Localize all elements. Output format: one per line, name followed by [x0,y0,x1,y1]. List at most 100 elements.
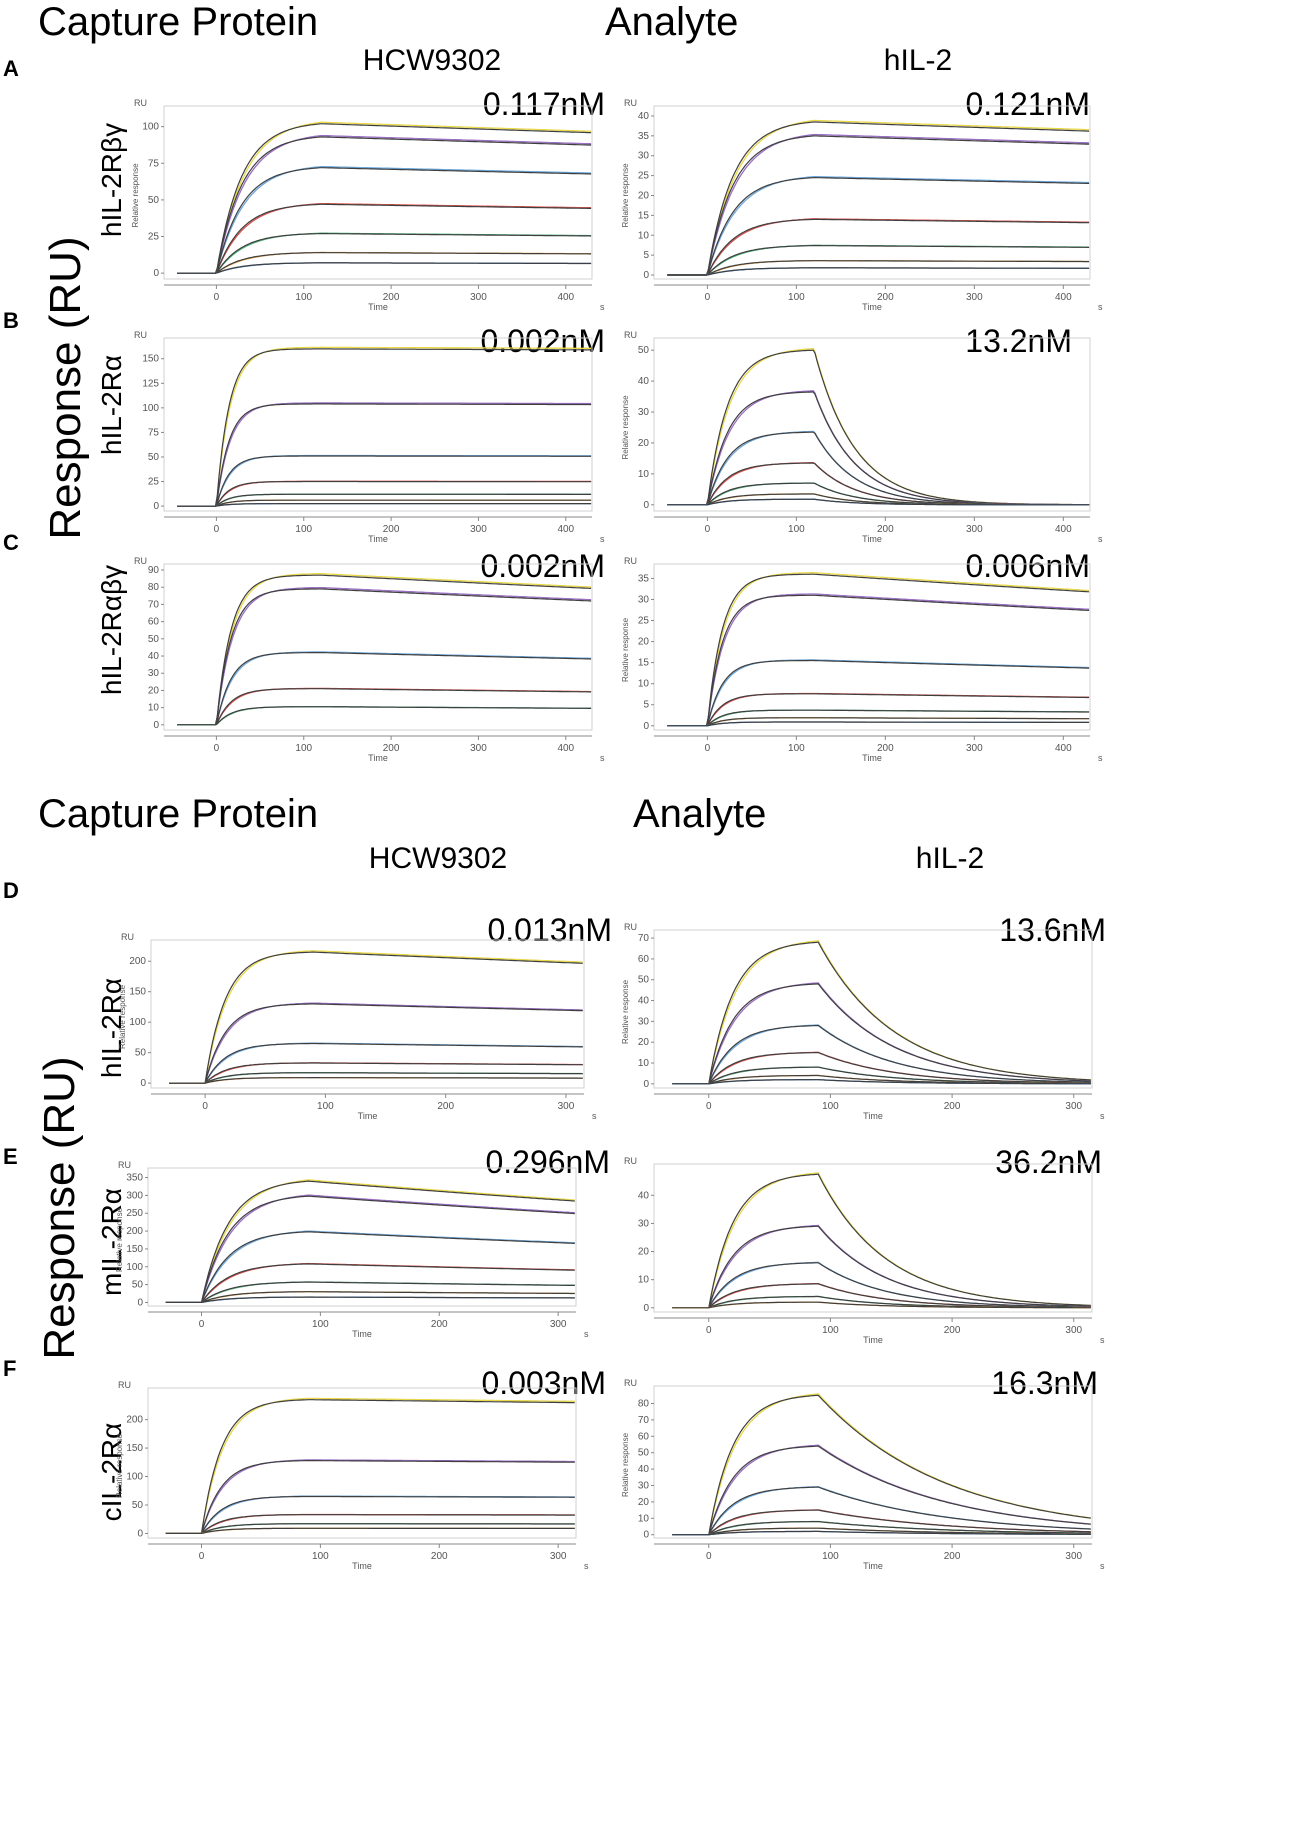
y-axis-label: Relative response [115,1207,124,1272]
sensorgram-trace-2 [177,402,592,507]
sensorgram-f-right: RU 0 10 20 30 40 50 60 70 80 0 100 200 300 Time s Relati… [621,1378,1105,1571]
x-unit-label: s [600,534,605,544]
x-tick-label: 0 [199,1551,205,1562]
x-tick-label: 400 [1055,292,1072,303]
y-tick-label: 50 [638,975,650,986]
plot-frame [163,105,593,280]
sensorgram-e-left: RU 0 50 100 150 200 250 300 350 0 100 200 300 Time s Re… [115,1160,589,1339]
y-axis-label: Relative response [621,395,630,460]
x-tick-label: 300 [550,1319,567,1330]
y-tick-label: 100 [126,1262,143,1273]
y-tick-label: 70 [638,933,650,944]
plot-frame [147,1167,577,1307]
y-tick-label: 100 [126,1472,143,1483]
plot-frame [653,105,1091,280]
x-tick-label: 200 [383,743,400,754]
x-tick-label: 0 [706,1101,712,1112]
sensorgram-fit-7 [177,503,592,507]
sensorgram-trace-7 [177,262,592,274]
sensorgram-fit-1 [667,121,1090,276]
header-analyte-top: Analyte [605,0,739,44]
x-tick-label: 100 [295,743,312,754]
sensorgram-trace-2 [672,1224,1091,1309]
x-tick-label: 100 [788,524,805,535]
sensorgram-fit-5 [667,709,1090,727]
sensorgram-fit-2 [177,588,592,726]
y-tick-label: 350 [126,1173,143,1184]
y-tick-label: 75 [148,427,160,438]
x-unit-label: s [1098,753,1103,763]
x-tick-label: 300 [966,743,983,754]
sensorgram-b-left: RU 0 25 50 75 100 125 150 0 100 200 300 400 Time s [134,330,605,544]
y-tick-label: 200 [129,956,146,967]
x-unit-label: s [600,753,605,763]
sensorgram-trace-1 [177,346,592,507]
x-tick-label: 300 [470,524,487,535]
sensorgram-trace-2 [672,1444,1091,1536]
y-tick-label: 35 [638,573,650,584]
y-unit-label: RU [624,1378,637,1388]
x-tick-label: 100 [317,1101,334,1112]
kd-value-b-left: 0.002nM [480,323,605,359]
x-tick-label: 200 [437,1101,454,1112]
sensorgram-fit-1 [169,951,583,1084]
kd-value-b-right: 13.2nM [965,323,1072,359]
sensorgram-trace-3 [667,659,1090,727]
plot-frame [653,1163,1093,1313]
panel-label-c: C [3,530,19,555]
x-tick-label: 400 [557,524,574,535]
y-tick-label: 50 [132,1280,144,1291]
x-tick-label: 200 [944,1101,961,1112]
sensorgram-fit-3 [165,1231,575,1303]
sensorgram-fit-2 [667,391,1090,506]
sensorgram-trace-2 [672,982,1091,1085]
sensorgram-fit-5 [165,1281,575,1303]
y-tick-label: 10 [638,1275,650,1286]
kd-value-f-right: 16.3nM [991,1365,1098,1401]
y-tick-label: 20 [638,191,650,202]
y-tick-label: 70 [148,599,160,610]
x-unit-label: s [1100,1561,1105,1571]
sensorgram-fit-7 [165,1296,575,1303]
y-tick-label: 20 [638,1037,650,1048]
y-tick-label: 50 [148,195,160,206]
y-tick-label: 125 [142,378,159,389]
sensorgram-trace-4 [667,462,1090,506]
x-tick-label: 300 [966,292,983,303]
x-axis-label: Time [862,753,882,763]
row-label-hil2rbg: hIL-2Rβγ [96,122,127,238]
x-tick-label: 0 [706,1325,712,1336]
y-tick-label: 25 [148,232,160,243]
x-tick-label: 0 [202,1101,208,1112]
x-tick-label: 300 [558,1101,575,1112]
sensorgram-fit-4 [672,1052,1091,1085]
sensorgram-fit-4 [177,480,592,507]
kd-value-c-left: 0.002nM [480,548,605,584]
x-tick-label: 0 [705,292,711,303]
y-tick-label: 30 [638,594,650,605]
y-tick-label: 40 [638,1464,650,1475]
sensorgram-fit-7 [667,721,1090,727]
kd-value-f-left: 0.003nM [481,1365,606,1401]
y-unit-label: RU [118,1160,131,1170]
sensorgram-f-left: RU 0 50 100 150 200 0 100 200 300 Time s Relative re… [115,1380,589,1571]
sensorgram-fit-3 [672,1024,1091,1085]
y-tick-label: 75 [148,158,160,169]
y-axis-title-bottom: Response (RU) [35,1056,84,1360]
sensorgram-fit-2 [177,403,592,507]
y-unit-label: RU [624,1156,637,1166]
y-unit-label: RU [624,556,637,566]
sensorgram-fit-5 [169,1072,583,1084]
sensorgram-e-right: RU 0 10 20 30 40 0 100 200 300 Time s [624,1156,1105,1345]
sensorgram-fit-2 [672,1225,1091,1309]
sensorgram-fit-2 [667,594,1090,727]
y-tick-label: 150 [126,1244,143,1255]
y-tick-label: 60 [148,617,160,628]
sensorgram-fit-6 [169,1077,583,1084]
y-unit-label: RU [118,1380,131,1390]
y-axis-label: Relative response [118,984,127,1049]
x-axis-label: Time [862,534,882,544]
y-tick-label: 15 [638,658,650,669]
x-axis-label: Time [862,302,882,312]
y-tick-label: 0 [137,1297,143,1308]
